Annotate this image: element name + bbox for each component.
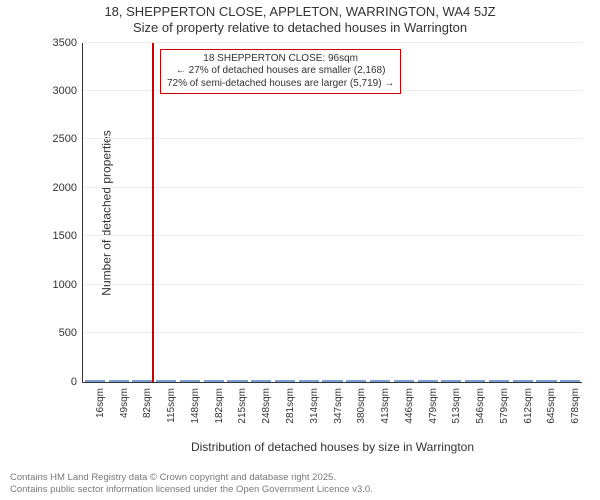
x-tick-slot: 16sqm xyxy=(83,382,107,440)
x-tick-slot: 579sqm xyxy=(487,382,511,440)
plot-box: 18 SHEPPERTON CLOSE: 96sqm ← 27% of deta… xyxy=(82,43,582,383)
x-tick-label: 612sqm xyxy=(523,388,534,424)
x-tick-slot: 546sqm xyxy=(463,382,487,440)
x-tick-label: 579sqm xyxy=(499,388,510,424)
gridline xyxy=(83,138,582,139)
x-tick-slot: 215sqm xyxy=(226,382,250,440)
x-tick-label: 446sqm xyxy=(404,388,415,424)
x-tick-slot: 678sqm xyxy=(558,382,582,440)
x-tick-label: 148sqm xyxy=(190,388,201,424)
x-tick-slot: 281sqm xyxy=(273,382,297,440)
chart-title-line2: Size of property relative to detached ho… xyxy=(10,20,590,36)
chart-title-line1: 18, SHEPPERTON CLOSE, APPLETON, WARRINGT… xyxy=(10,4,590,20)
callout-line-2: ← 27% of detached houses are smaller (2,… xyxy=(167,65,394,78)
x-tick-label: 678sqm xyxy=(570,388,581,424)
y-tick-label: 500 xyxy=(59,327,83,339)
y-tick-label: 2500 xyxy=(53,133,83,145)
marker-callout: 18 SHEPPERTON CLOSE: 96sqm ← 27% of deta… xyxy=(160,49,401,95)
size-marker-line xyxy=(152,43,154,382)
x-tick-label: 546sqm xyxy=(475,388,486,424)
x-tick-label: 215sqm xyxy=(237,388,248,424)
x-tick-label: 479sqm xyxy=(428,388,439,424)
x-tick-label: 645sqm xyxy=(546,388,557,424)
x-tick-slot: 645sqm xyxy=(535,382,559,440)
x-tick-slot: 49sqm xyxy=(107,382,131,440)
y-tick-label: 1000 xyxy=(53,279,83,291)
x-ticks-row: 16sqm 49sqm 82sqm 115sqm 148sqm 182sqm 215sqm 2… xyxy=(83,382,582,440)
x-tick-label: 49sqm xyxy=(119,388,130,418)
chart-container: 18, SHEPPERTON CLOSE, APPLETON, WARRINGT… xyxy=(0,0,600,500)
y-tick-label: 3000 xyxy=(53,85,83,97)
x-tick-slot: 513sqm xyxy=(439,382,463,440)
x-tick-label: 82sqm xyxy=(142,388,153,418)
x-tick-slot: 248sqm xyxy=(249,382,273,440)
x-tick-slot: 115sqm xyxy=(154,382,178,440)
x-tick-label: 281sqm xyxy=(285,388,296,424)
x-tick-slot: 314sqm xyxy=(297,382,321,440)
x-tick-label: 248sqm xyxy=(261,388,272,424)
x-tick-slot: 446sqm xyxy=(392,382,416,440)
x-tick-label: 513sqm xyxy=(451,388,462,424)
x-tick-slot: 380sqm xyxy=(344,382,368,440)
y-tick-label: 1500 xyxy=(53,230,83,242)
x-tick-slot: 413sqm xyxy=(368,382,392,440)
attribution-footer: Contains HM Land Registry data © Crown c… xyxy=(10,472,373,496)
x-tick-slot: 82sqm xyxy=(131,382,155,440)
y-tick-label: 2000 xyxy=(53,182,83,194)
x-tick-slot: 479sqm xyxy=(416,382,440,440)
x-tick-slot: 612sqm xyxy=(511,382,535,440)
x-tick-label: 347sqm xyxy=(333,388,344,424)
gridline xyxy=(83,187,582,188)
y-tick-label: 3500 xyxy=(53,37,83,49)
x-tick-label: 380sqm xyxy=(356,388,367,424)
x-tick-label: 182sqm xyxy=(214,388,225,424)
callout-line-1: 18 SHEPPERTON CLOSE: 96sqm xyxy=(167,53,394,66)
x-tick-slot: 182sqm xyxy=(202,382,226,440)
x-axis-label: Distribution of detached houses by size … xyxy=(83,440,582,454)
gridline xyxy=(83,284,582,285)
footer-line-2: Contains public sector information licen… xyxy=(10,484,373,496)
gridline xyxy=(83,235,582,236)
x-tick-label: 115sqm xyxy=(166,388,177,423)
x-tick-label: 314sqm xyxy=(309,388,320,424)
x-tick-slot: 148sqm xyxy=(178,382,202,440)
gridline xyxy=(83,332,582,333)
y-tick-label: 0 xyxy=(71,376,83,388)
gridline xyxy=(83,42,582,43)
x-tick-label: 413sqm xyxy=(380,388,391,424)
footer-line-1: Contains HM Land Registry data © Crown c… xyxy=(10,472,373,484)
x-tick-label: 16sqm xyxy=(95,388,106,418)
x-tick-slot: 347sqm xyxy=(321,382,345,440)
callout-line-3: 72% of semi-detached houses are larger (… xyxy=(167,78,394,91)
plot-area: Number of detached properties 18 SHEPPER… xyxy=(82,43,582,383)
